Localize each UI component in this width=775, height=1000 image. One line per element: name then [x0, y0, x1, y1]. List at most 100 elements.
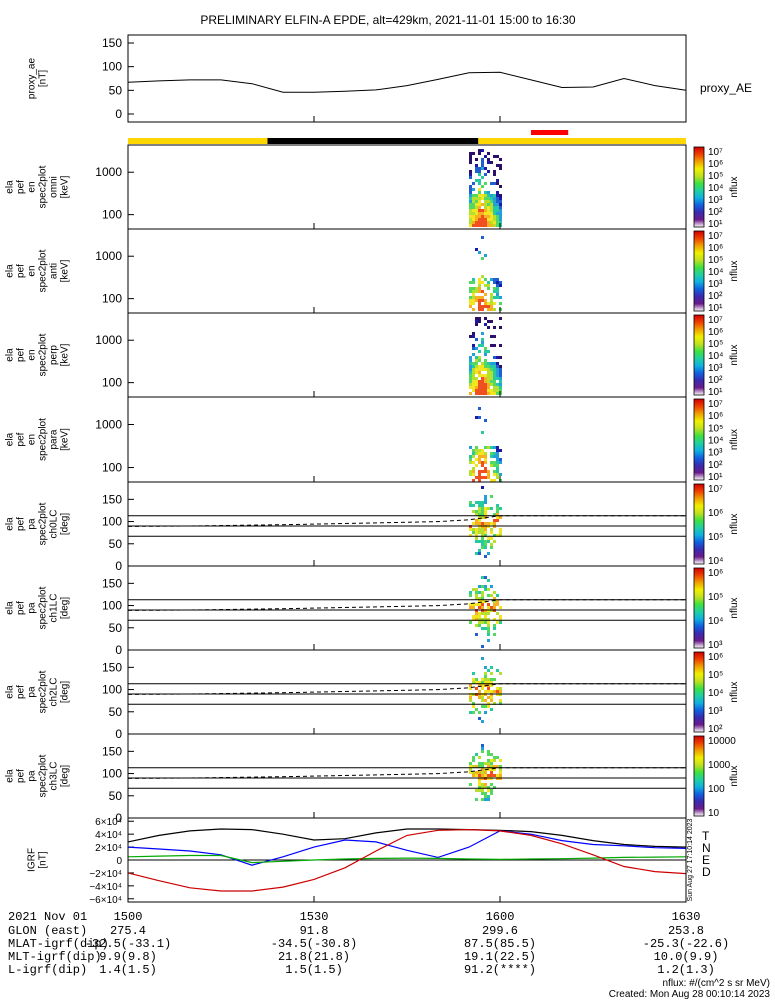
- units-note: nflux: #/(cm^2 s sr MeV): [663, 978, 771, 989]
- heat-cell: [499, 377, 502, 380]
- heat-cell: [481, 747, 484, 750]
- heat-cell: [478, 624, 481, 627]
- heat-cell: [475, 464, 478, 467]
- heat-cell: [475, 362, 478, 365]
- heat-cell: [496, 449, 499, 452]
- heat-cell: [478, 167, 481, 170]
- heat-cell: [487, 386, 490, 389]
- heat-cell: [496, 224, 499, 227]
- heat-cell: [484, 215, 487, 218]
- heat-cell: [469, 501, 472, 504]
- heat-cell: [481, 299, 484, 302]
- y-tick-label: 100: [102, 767, 122, 781]
- heat-cell: [496, 293, 499, 296]
- heat-cell: [472, 467, 475, 470]
- heat-cell: [499, 206, 502, 209]
- heat-cell: [475, 194, 478, 197]
- state-bar-red: [531, 130, 569, 135]
- heat-cell: [484, 612, 487, 615]
- panel-frame: [127, 733, 687, 819]
- heat-cell: [481, 296, 484, 299]
- heat-cell: [475, 323, 478, 326]
- heat-cell: [478, 251, 481, 254]
- heat-cell: [475, 392, 478, 395]
- heat-cell: [478, 479, 481, 482]
- heat-cell: [493, 786, 496, 789]
- heat-cell: [475, 708, 478, 711]
- y-axis-label-line: ela: [5, 769, 16, 783]
- heat-cell: [499, 164, 502, 167]
- heat-cell: [481, 332, 484, 335]
- heat-cell: [484, 380, 487, 383]
- y-axis-label-line: pa: [27, 518, 38, 530]
- heat-cell: [487, 302, 490, 305]
- heat-cell: [487, 191, 490, 194]
- heat-cell: [490, 365, 493, 368]
- heat-cell: [472, 618, 475, 621]
- heat-cell: [481, 308, 484, 311]
- heat-cell: [475, 218, 478, 221]
- colorbar-tick-label: 10²: [708, 291, 723, 302]
- heat-cell: [496, 164, 499, 167]
- heat-cell: [496, 669, 499, 672]
- heat-cell: [487, 552, 490, 555]
- panel-IGRF: IGRF [nT] −6×10⁴ −4×10⁴ −2×10⁴ 0 2×10⁴ 4×10⁴ 6×1…: [27, 817, 712, 906]
- heat-cell: [481, 771, 484, 774]
- heat-cell: [487, 633, 490, 636]
- heat-cell: [472, 383, 475, 386]
- heat-cell: [493, 690, 496, 693]
- heat-cell: [478, 317, 481, 320]
- heat-cell: [469, 377, 472, 380]
- heat-cell: [496, 368, 499, 371]
- y-axis-label-line: spec2plot: [38, 670, 49, 713]
- heat-cell: [478, 371, 481, 374]
- heat-cell: [490, 537, 493, 540]
- y-tick-label: 1000: [95, 333, 122, 347]
- heat-cell: [472, 365, 475, 368]
- heat-cell: [490, 783, 493, 786]
- y-axis-label-line: [nT]: [38, 70, 49, 87]
- heat-cell: [493, 600, 496, 603]
- heat-cell: [487, 540, 490, 543]
- heat-cell: [469, 699, 472, 702]
- heat-cell: [481, 750, 484, 753]
- heat-cell: [481, 627, 484, 630]
- heat-cell: [487, 362, 490, 365]
- heat-cell: [496, 362, 499, 365]
- heat-cell: [478, 522, 481, 525]
- y-axis-label-line: [keV]: [60, 175, 71, 198]
- heat-cell: [499, 449, 502, 452]
- heat-cell: [487, 194, 490, 197]
- y-axis-label-line: spec2plot: [38, 586, 49, 629]
- heat-cell: [499, 203, 502, 206]
- heat-cell: [487, 326, 490, 329]
- heat-cell: [481, 158, 484, 161]
- heat-cell: [472, 197, 475, 200]
- heat-cell: [487, 218, 490, 221]
- y-axis-label-line: [deg]: [60, 597, 71, 619]
- y-axis-label-line: ch3LC: [49, 762, 60, 791]
- panel-frame: [127, 34, 687, 123]
- heat-cell: [469, 215, 472, 218]
- heat-cell: [484, 534, 487, 537]
- heat-cell: [475, 296, 478, 299]
- heat-cell: [484, 302, 487, 305]
- heat-cell: [490, 546, 493, 549]
- y-axis-label-line: pef: [16, 517, 27, 531]
- colorbar-tick-label: 10⁶: [708, 159, 723, 170]
- heat-cell: [487, 681, 490, 684]
- heat-cell: [487, 795, 490, 798]
- heat-cell: [493, 606, 496, 609]
- heat-cell: [475, 618, 478, 621]
- heat-cell: [478, 212, 481, 215]
- heat-cell: [481, 621, 484, 624]
- ephemeris-value: 275.4: [110, 924, 146, 938]
- heat-cell: [481, 537, 484, 540]
- heat-cell: [484, 585, 487, 588]
- heat-cell: [493, 597, 496, 600]
- heat-cell: [478, 302, 481, 305]
- heat-cell: [496, 203, 499, 206]
- heat-cell: [481, 603, 484, 606]
- legend-proxy-ae: proxy_AE: [700, 81, 752, 95]
- heat-cell: [487, 476, 490, 479]
